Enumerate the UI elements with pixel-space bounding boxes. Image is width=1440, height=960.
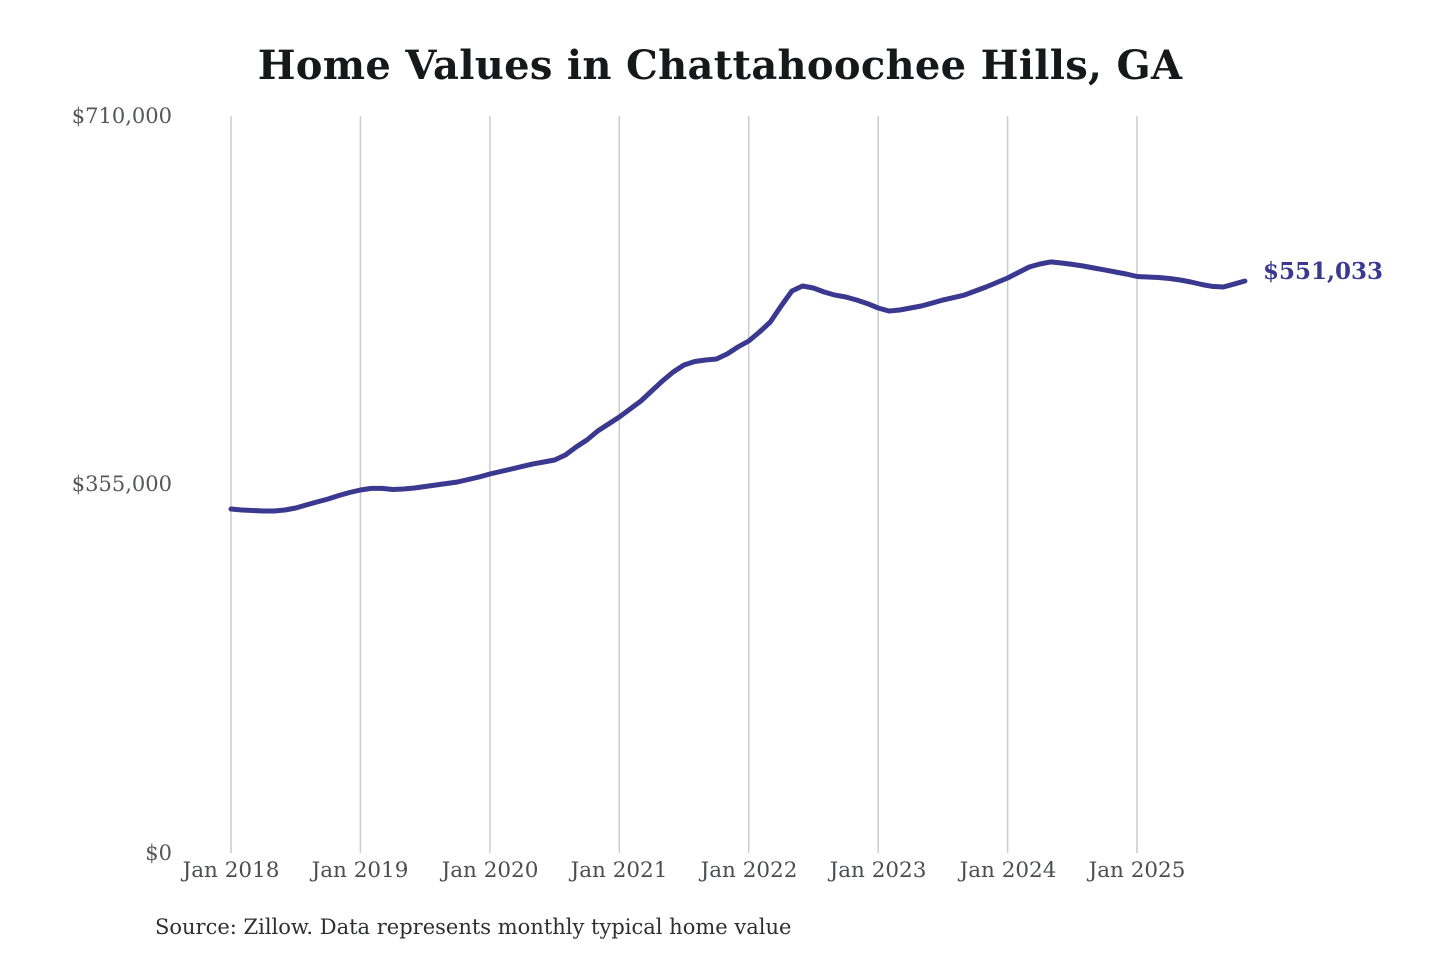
latest-value-label: $551,033 (1263, 257, 1384, 285)
x-axis-tick-jan-2022: Jan 2022 (700, 858, 798, 883)
x-axis-tick-jan-2020: Jan 2020 (441, 858, 539, 883)
x-axis-tick-jan-2024: Jan 2024 (959, 858, 1057, 883)
y-axis-tick-355000: $355,000 (71, 472, 172, 496)
y-axis-tick-710000: $710,000 (71, 104, 172, 128)
x-axis-tick-jan-2023: Jan 2023 (829, 858, 927, 883)
home-value-series-line (228, 259, 1248, 514)
source-note: Source: Zillow. Data represents monthly … (155, 915, 792, 939)
x-axis-tick-jan-2019: Jan 2019 (311, 858, 409, 883)
x-axis-tick-jan-2018: Jan 2018 (182, 858, 280, 883)
x-axis-tick-jan-2021: Jan 2021 (570, 858, 668, 883)
chart-title: Home Values in Chattahoochee Hills, GA (257, 42, 1183, 89)
y-axis-tick-0: $0 (145, 841, 172, 865)
x-axis-tick-jan-2025: Jan 2025 (1088, 858, 1186, 883)
